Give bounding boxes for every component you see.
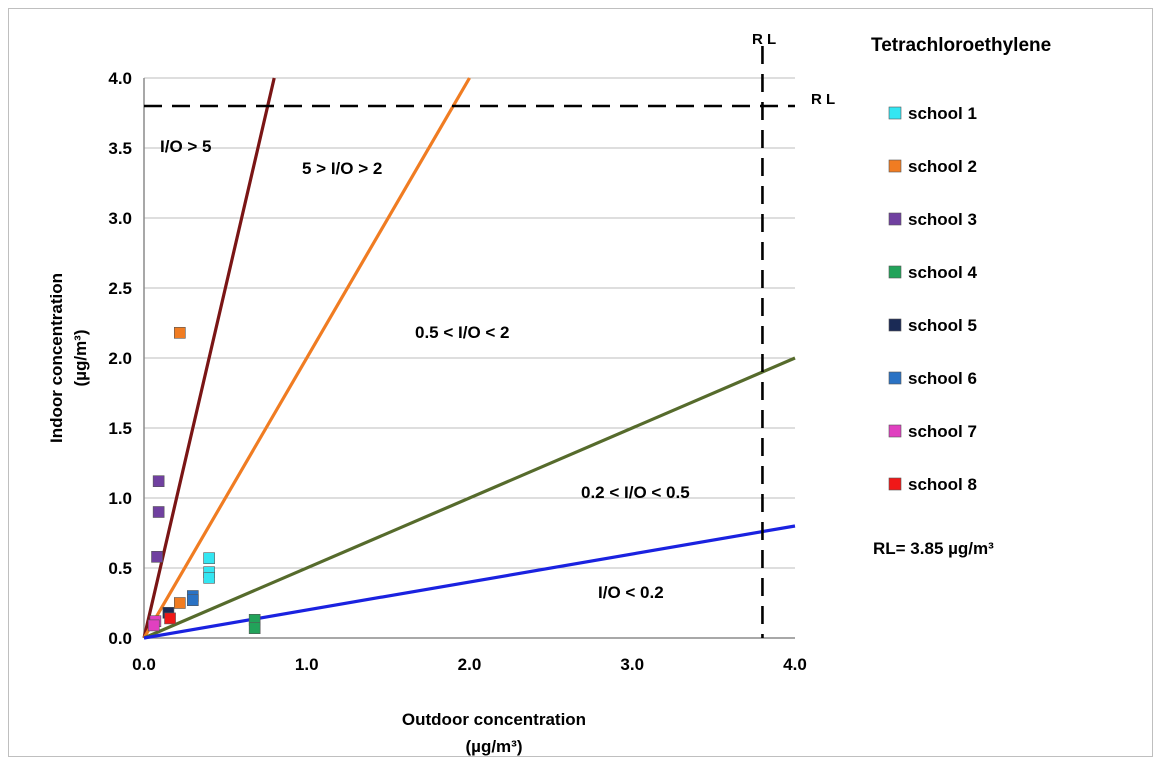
legend-swatch-8 xyxy=(888,477,902,491)
y-axis-unit: (µg/m³) xyxy=(71,329,90,386)
legend-swatch-3 xyxy=(888,212,902,226)
y-tick-1.0: 1.0 xyxy=(108,489,132,508)
x-tick-0.0: 0.0 xyxy=(132,655,156,674)
data-points xyxy=(147,326,261,635)
legend-swatch-2 xyxy=(888,159,902,173)
point-school-8-0 xyxy=(164,612,176,625)
chart-frame xyxy=(8,8,1153,757)
x-tick-3.0: 3.0 xyxy=(620,655,644,674)
legend-label-8: school 8 xyxy=(908,475,977,494)
legend-label-2: school 2 xyxy=(908,157,977,176)
ratio-line-0.2 xyxy=(143,524,796,640)
rl-note: RL= 3.85 µg/m³ xyxy=(873,539,994,558)
point-school-1-0 xyxy=(203,552,215,565)
axes xyxy=(143,78,795,639)
rl-label-horizontal: R L xyxy=(811,91,835,108)
legend-label-5: school 5 xyxy=(908,316,977,335)
region-label-05-io-2: 0.5 < I/O < 2 xyxy=(415,323,510,342)
legend-label-4: school 4 xyxy=(908,263,978,282)
ratio-line-5 xyxy=(142,77,276,639)
point-school-3-0 xyxy=(152,475,165,488)
legend-swatch-6 xyxy=(888,371,902,385)
rl-label-vertical: R L xyxy=(752,31,776,48)
legend-title: Tetrachloroethylene xyxy=(871,35,1051,56)
point-school-4-1 xyxy=(248,622,261,635)
legend-label-7: school 7 xyxy=(908,422,977,441)
reference-lines xyxy=(144,46,795,638)
legend-label-3: school 3 xyxy=(908,210,977,229)
y-axis-label: Indoor concentration xyxy=(47,273,66,443)
legend-swatch-1 xyxy=(888,106,902,120)
y-tick-2.5: 2.5 xyxy=(108,279,132,298)
ratio-line-0.5 xyxy=(143,356,796,640)
legend-swatch-4 xyxy=(888,265,902,279)
y-tick-4.0: 4.0 xyxy=(108,69,132,88)
legend-label-6: school 6 xyxy=(908,369,977,388)
x-axis-unit: (µg/m³) xyxy=(465,737,522,756)
region-label-io-gt-5: I/O > 5 xyxy=(160,137,212,156)
point-school-2-0 xyxy=(174,326,186,339)
point-school-1-2 xyxy=(203,571,215,584)
point-school-3-2 xyxy=(151,550,163,563)
x-tick-4.0: 4.0 xyxy=(783,655,807,674)
legend-swatch-7 xyxy=(888,424,902,438)
tick-labels: 0.0 0.5 1.0 1.5 2.0 2.5 3.0 3.5 4.0 0.0 1.0 2.0 3.0 4… xyxy=(108,69,806,674)
y-tick-3.0: 3.0 xyxy=(108,209,132,228)
legend: school 1 school 2 school 3 school 4 school 5… xyxy=(888,104,978,494)
legend-label-1: school 1 xyxy=(908,104,977,123)
region-label-5-io-2: 5 > I/O > 2 xyxy=(302,159,382,178)
point-school-6-1 xyxy=(187,594,199,607)
point-school-7-1 xyxy=(147,619,160,632)
ratio-line-2 xyxy=(142,77,471,639)
y-tick-0.0: 0.0 xyxy=(108,629,132,648)
y-tick-3.5: 3.5 xyxy=(108,139,132,158)
region-label-io-lt-02: I/O < 0.2 xyxy=(598,583,664,602)
legend-swatch-5 xyxy=(888,318,902,332)
x-axis-label: Outdoor concentration xyxy=(402,710,586,729)
y-tick-0.5: 0.5 xyxy=(108,559,132,578)
point-school-2-1 xyxy=(174,597,186,609)
y-tick-1.5: 1.5 xyxy=(108,419,132,438)
point-school-3-1 xyxy=(152,506,165,518)
x-tick-1.0: 1.0 xyxy=(295,655,319,674)
region-label-02-io-05: 0.2 < I/O < 0.5 xyxy=(581,483,690,502)
x-tick-2.0: 2.0 xyxy=(458,655,482,674)
y-tick-2.0: 2.0 xyxy=(108,349,132,368)
